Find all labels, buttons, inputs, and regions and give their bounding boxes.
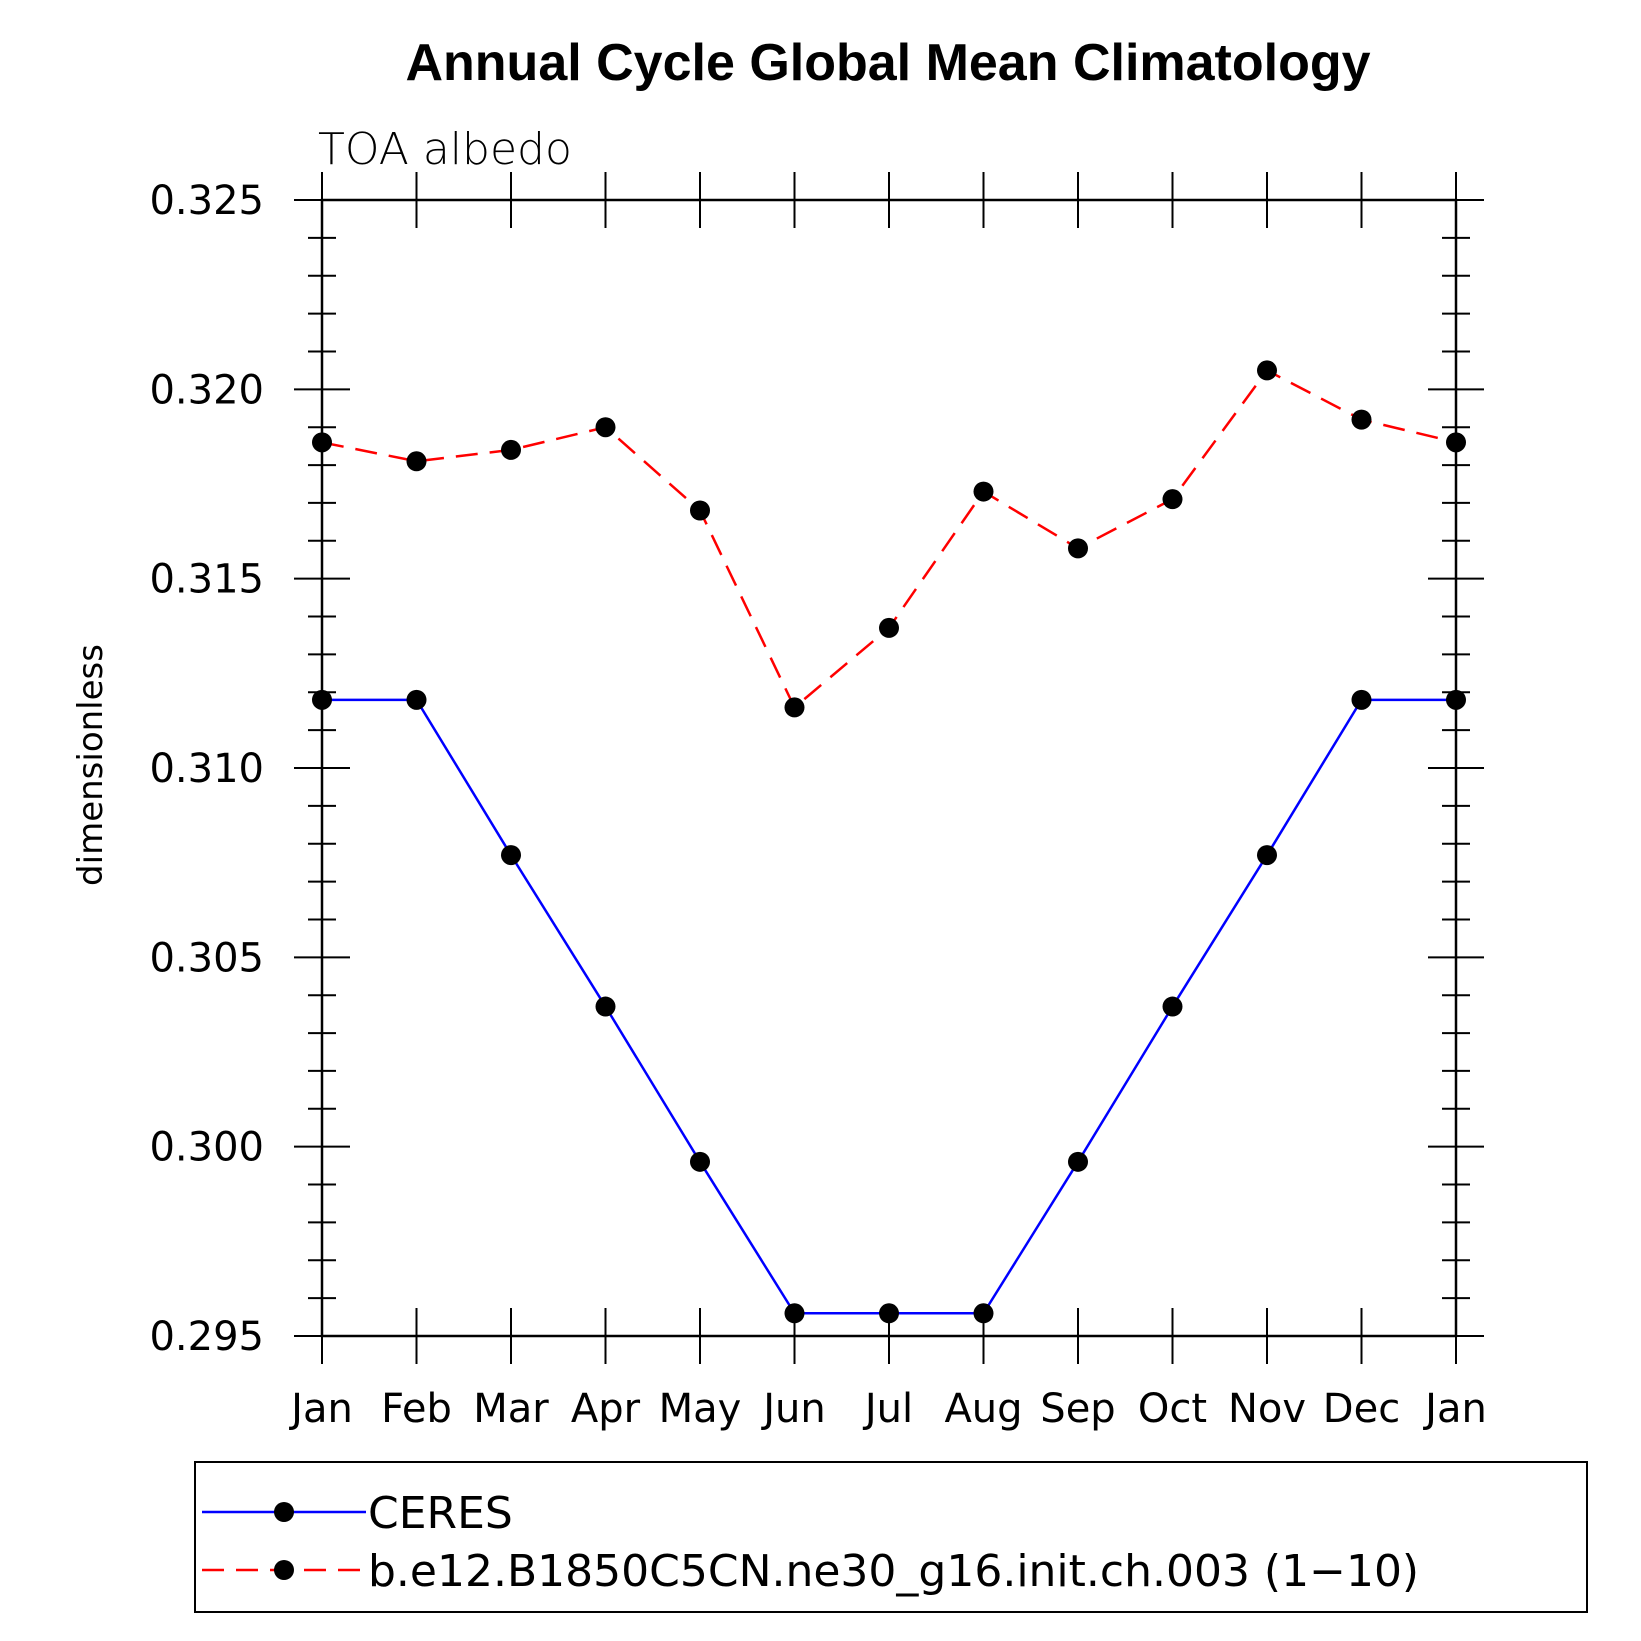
axes: 0.295 0.300 0.305 0.310 0.315 0.320 0.325 Jan Fe… xyxy=(149,172,1487,1432)
series-1-point xyxy=(784,1303,805,1324)
series-1-point xyxy=(501,845,521,866)
series-1-point xyxy=(1351,689,1372,710)
legend-marker-2 xyxy=(274,1560,294,1580)
series-2-point xyxy=(312,432,332,453)
x-tick-label: May xyxy=(659,1386,742,1432)
y-tick-label: 0.325 xyxy=(149,178,264,224)
x-tick-label: Nov xyxy=(1228,1386,1306,1432)
y-tick-label: 0.320 xyxy=(149,367,264,413)
series-1-point xyxy=(973,1303,994,1324)
legend-marker-1 xyxy=(274,1502,294,1522)
plot-frame xyxy=(320,198,1458,1338)
series-2-point xyxy=(973,481,994,502)
series-1-point xyxy=(879,1303,899,1324)
legend-label-1: CERES xyxy=(368,1488,513,1539)
y-axis-label: dimensionless xyxy=(71,644,111,886)
chart-title: Annual Cycle Global Mean Climatology xyxy=(405,34,1370,92)
x-tick-label: Jan xyxy=(288,1386,353,1432)
x-tick-label: Apr xyxy=(571,1386,641,1432)
x-tick-label: Jan xyxy=(1422,1386,1487,1432)
series-1-point xyxy=(1257,845,1277,866)
series-2-point xyxy=(1351,409,1372,430)
legend-label-2: b.e12.B1850C5CN.ne30_g16.init.ch.003 (1−… xyxy=(368,1546,1419,1597)
series-2-point xyxy=(879,617,899,638)
legend-box xyxy=(194,1461,1588,1613)
series-1-point xyxy=(1162,996,1183,1017)
series-2-point xyxy=(784,697,805,718)
y-tick-label: 0.315 xyxy=(149,557,264,603)
series-2-point xyxy=(1162,489,1183,510)
x-tick-label: Jun xyxy=(760,1386,826,1432)
y-tick-label: 0.300 xyxy=(149,1125,264,1171)
x-tick-label: Jul xyxy=(862,1386,913,1432)
y-tick-label: 0.310 xyxy=(149,746,264,792)
x-tick-label: Feb xyxy=(381,1386,452,1432)
series-2-point xyxy=(595,417,616,438)
series-1-point xyxy=(1068,1151,1088,1172)
x-tick-label: Mar xyxy=(473,1386,549,1432)
y-tick-label: 0.295 xyxy=(149,1314,264,1360)
series-2-point xyxy=(1068,538,1088,559)
series-2-point xyxy=(501,439,521,460)
y-tick-label: 0.305 xyxy=(149,935,264,981)
series-layer xyxy=(312,360,1466,1324)
x-tick-label: Aug xyxy=(944,1386,1022,1432)
series-1-point xyxy=(1446,689,1466,710)
chart-subtitle: TOA albedo xyxy=(318,124,572,175)
x-tick-label: Sep xyxy=(1040,1386,1115,1432)
series-2-point xyxy=(690,500,710,521)
series-2-point xyxy=(406,451,427,472)
series-1-point xyxy=(690,1151,710,1172)
x-tick-label: Oct xyxy=(1138,1386,1207,1432)
series-line-1 xyxy=(322,698,1456,1315)
series-line-2 xyxy=(321,368,1457,710)
series-1-point xyxy=(595,996,616,1017)
x-tick-label: Dec xyxy=(1323,1386,1400,1432)
legend: CERES b.e12.B1850C5CN.ne30_g16.init.ch.00… xyxy=(194,1461,1588,1613)
series-1-point xyxy=(312,689,332,710)
series-1-point xyxy=(406,689,427,710)
series-2-point xyxy=(1257,360,1277,381)
series-2-point xyxy=(1446,432,1466,453)
